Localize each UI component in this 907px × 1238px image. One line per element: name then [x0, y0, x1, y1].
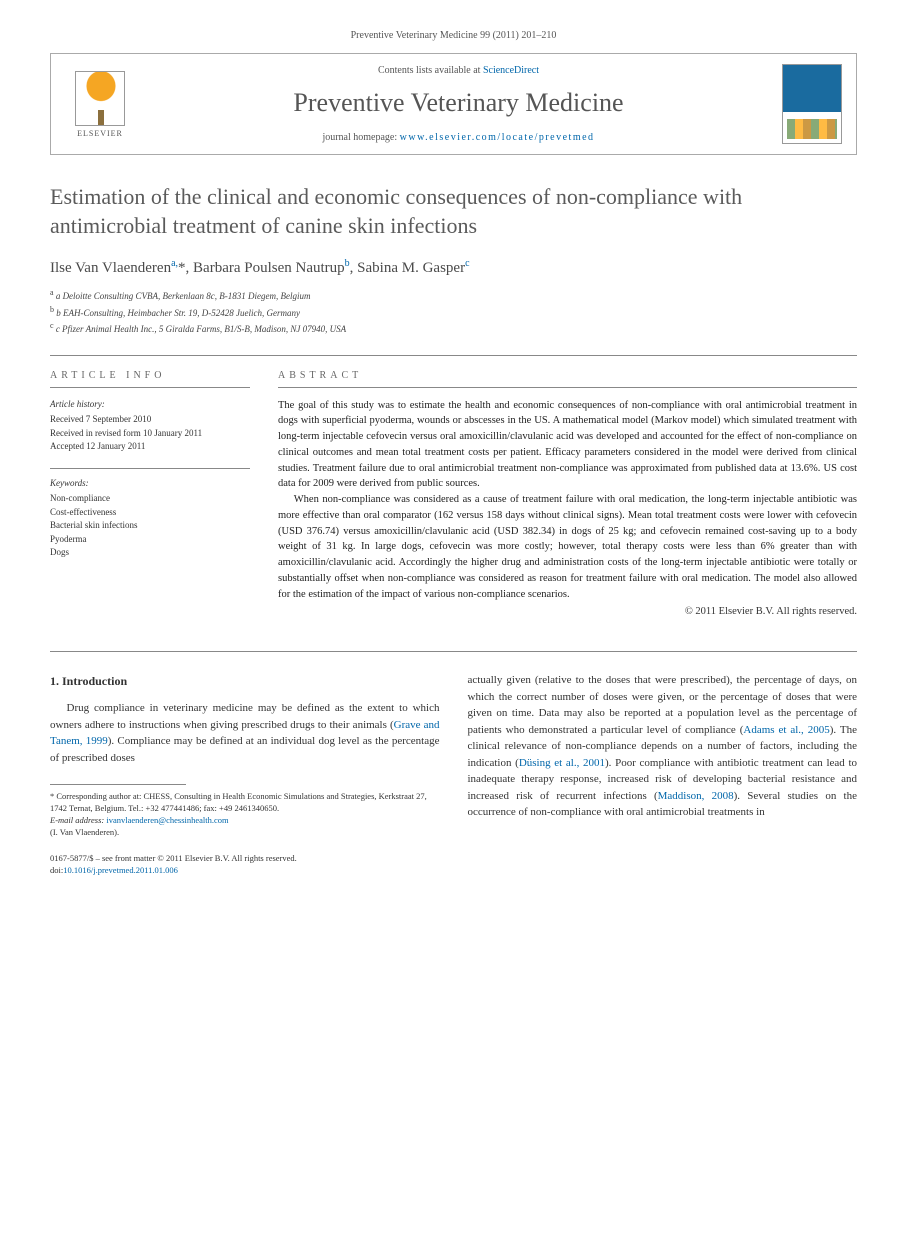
- journal-header-box: ELSEVIER Contents lists available at Sci…: [50, 53, 857, 155]
- section-title: Introduction: [62, 674, 127, 688]
- ref-maddison-link[interactable]: Maddison, 2008: [658, 790, 734, 802]
- history-received: Received 7 September 2010: [50, 413, 250, 427]
- keyword-3: Bacterial skin infections: [50, 519, 250, 533]
- keyword-2: Cost-effectiveness: [50, 506, 250, 520]
- keywords-block: Keywords: Non-compliance Cost-effectiven…: [50, 477, 250, 560]
- email-who: (I. Van Vlaenderen).: [50, 827, 440, 839]
- homepage-link[interactable]: www.elsevier.com/locate/prevetmed: [400, 132, 595, 143]
- corresponding-author-note: * Corresponding author at: CHESS, Consul…: [50, 791, 440, 815]
- info-divider: [50, 468, 250, 469]
- article-history: Article history: Received 7 September 20…: [50, 398, 250, 454]
- article-info: ARTICLE INFO Article history: Received 7…: [50, 370, 250, 618]
- info-abstract-row: ARTICLE INFO Article history: Received 7…: [50, 355, 857, 618]
- author-1-aff: a,: [171, 258, 178, 269]
- author-3-aff: c: [465, 258, 469, 269]
- abstract-label: ABSTRACT: [278, 370, 857, 388]
- elsevier-label: ELSEVIER: [77, 129, 123, 138]
- doi-link[interactable]: 10.1016/j.prevetmed.2011.01.006: [63, 865, 178, 875]
- affiliations: a a Deloitte Consulting CVBA, Berkenlaan…: [50, 287, 857, 337]
- journal-title: Preventive Veterinary Medicine: [135, 88, 782, 118]
- article-info-label: ARTICLE INFO: [50, 370, 250, 388]
- affiliation-a: a a Deloitte Consulting CVBA, Berkenlaan…: [50, 287, 857, 304]
- homepage-line: journal homepage: www.elsevier.com/locat…: [135, 132, 782, 143]
- abstract: ABSTRACT The goal of this study was to e…: [278, 370, 857, 618]
- history-accepted: Accepted 12 January 2011: [50, 440, 250, 454]
- footer-line1: 0167-5877/$ – see front matter © 2011 El…: [50, 853, 440, 865]
- doi-label: doi:: [50, 865, 63, 875]
- abstract-bottom-rule: [50, 651, 857, 652]
- homepage-prefix: journal homepage:: [322, 132, 399, 143]
- elsevier-tree-icon: [75, 71, 125, 126]
- abstract-text: The goal of this study was to estimate t…: [278, 398, 857, 603]
- page-footer: 0167-5877/$ – see front matter © 2011 El…: [50, 853, 440, 877]
- author-1: Ilse Van Vlaenderen: [50, 260, 171, 276]
- article-title: Estimation of the clinical and economic …: [50, 183, 857, 240]
- ref-adams-link[interactable]: Adams et al., 2005: [743, 724, 829, 736]
- affiliation-b: b b EAH-Consulting, Heimbacher Str. 19, …: [50, 304, 857, 321]
- body-columns: 1. Introduction Drug compliance in veter…: [50, 672, 857, 876]
- keyword-1: Non-compliance: [50, 492, 250, 506]
- author-2-aff: b: [345, 258, 350, 269]
- journal-cover-thumb: [782, 64, 842, 144]
- footnotes: * Corresponding author at: CHESS, Consul…: [50, 791, 440, 839]
- abstract-para-1: The goal of this study was to estimate t…: [278, 398, 857, 493]
- email-link[interactable]: ivanvlaenderen@chessinhealth.com: [106, 815, 228, 825]
- email-label: E-mail address:: [50, 815, 104, 825]
- ref-grave-link[interactable]: Grave and Tanem, 1999: [50, 719, 439, 748]
- citation-header: Preventive Veterinary Medicine 99 (2011)…: [50, 30, 857, 41]
- intro-para-col2: actually given (relative to the doses th…: [468, 672, 858, 821]
- author-3: Sabina M. Gasper: [357, 260, 465, 276]
- affiliation-c: c c Pfizer Animal Health Inc., 5 Giralda…: [50, 320, 857, 337]
- author-2: Barbara Poulsen Nautrup: [193, 260, 345, 276]
- elsevier-logo: ELSEVIER: [65, 64, 135, 144]
- history-heading: Article history:: [50, 398, 250, 412]
- intro-para-col1: Drug compliance in veterinary medicine m…: [50, 700, 440, 766]
- author-1-corr: *: [178, 260, 186, 276]
- keyword-5: Dogs: [50, 546, 250, 560]
- contents-line: Contents lists available at ScienceDirec…: [135, 65, 782, 76]
- keywords-heading: Keywords:: [50, 477, 250, 491]
- authors-line: Ilse Van Vlaenderena,*, Barbara Poulsen …: [50, 258, 857, 277]
- section-heading: 1. Introduction: [50, 672, 440, 690]
- history-revised: Received in revised form 10 January 2011: [50, 427, 250, 441]
- footer-doi: doi:10.1016/j.prevetmed.2011.01.006: [50, 865, 440, 877]
- sciencedirect-link[interactable]: ScienceDirect: [483, 65, 539, 76]
- contents-prefix: Contents lists available at: [378, 65, 483, 76]
- column-right: actually given (relative to the doses th…: [468, 672, 858, 876]
- ref-dusing-link[interactable]: Düsing et al., 2001: [519, 757, 605, 769]
- header-center: Contents lists available at ScienceDirec…: [135, 65, 782, 143]
- section-number: 1.: [50, 674, 59, 688]
- email-line: E-mail address: ivanvlaenderen@chessinhe…: [50, 815, 440, 827]
- keyword-4: Pyoderma: [50, 533, 250, 547]
- abstract-copyright: © 2011 Elsevier B.V. All rights reserved…: [278, 606, 857, 617]
- abstract-para-2: When non-compliance was considered as a …: [278, 492, 857, 602]
- footnote-separator: [50, 784, 186, 785]
- column-left: 1. Introduction Drug compliance in veter…: [50, 672, 440, 876]
